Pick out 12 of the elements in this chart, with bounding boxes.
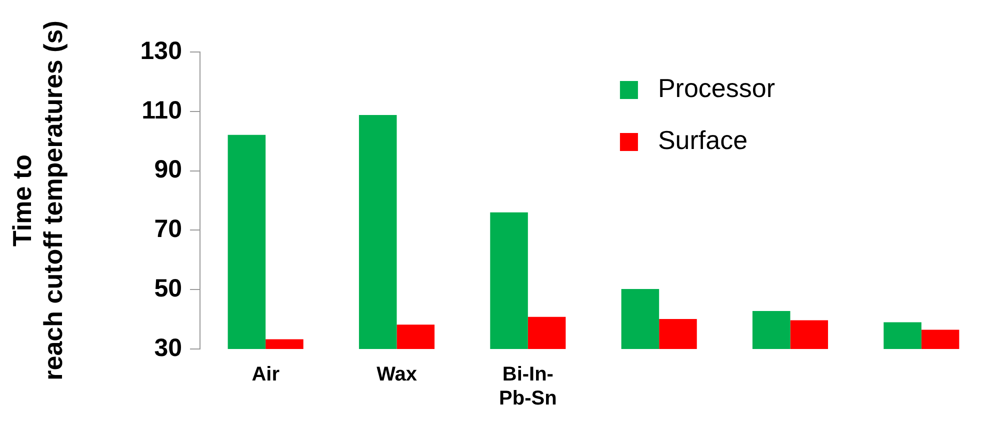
- y-tick-label: 50: [154, 274, 182, 302]
- x-tick-label: Wax: [376, 364, 417, 386]
- legend-label: Processor: [658, 73, 776, 104]
- y-tick-label: 130: [140, 36, 182, 65]
- x-tick-label: Air: [252, 364, 280, 386]
- y-tick-label: 30: [154, 334, 182, 362]
- y-axis-title: Time to reach cutoff temperatures (s): [6, 20, 68, 380]
- legend-label: Surface: [658, 125, 748, 156]
- y-tick-label: 110: [142, 96, 182, 124]
- y-tick-label: 90: [154, 156, 182, 184]
- y-tick-label: 70: [154, 215, 182, 244]
- x-tick-label: Bi-In-Pb-Sn: [499, 364, 557, 410]
